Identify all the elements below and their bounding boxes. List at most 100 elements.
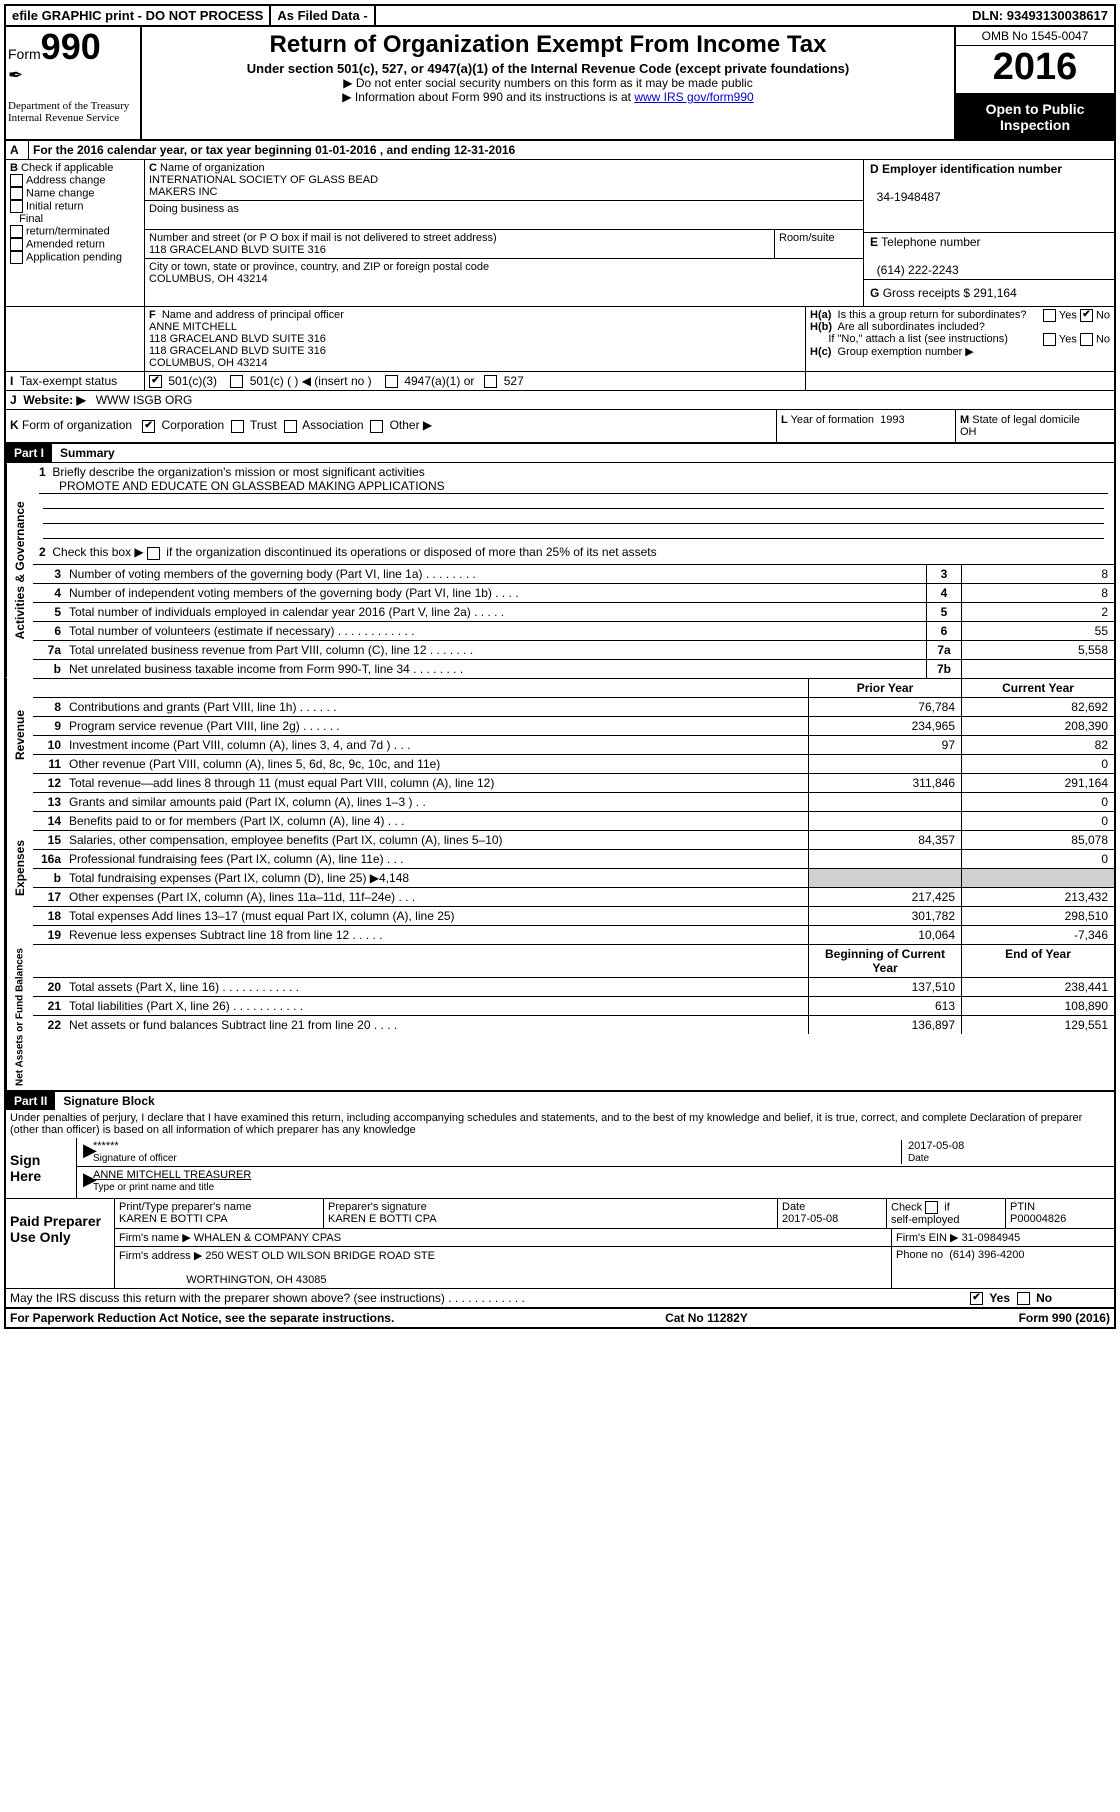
city-state-zip: COLUMBUS, OH 43214 bbox=[149, 273, 268, 285]
checkbox-hb-yes[interactable] bbox=[1043, 333, 1056, 346]
firm-addr-1: 250 WEST OLD WILSON BRIDGE ROAD STE bbox=[205, 1250, 435, 1262]
sign-here-label: Sign Here bbox=[6, 1138, 76, 1198]
irs-link[interactable]: www IRS gov/form990 bbox=[634, 90, 753, 104]
checkbox-527[interactable] bbox=[484, 375, 497, 388]
dept-treasury: Department of the Treasury bbox=[8, 100, 136, 112]
summary-line: 13Grants and similar amounts paid (Part … bbox=[33, 792, 1114, 811]
checkbox-ha-yes[interactable] bbox=[1043, 309, 1056, 322]
vert-label-ag: Activities & Governance bbox=[6, 463, 33, 677]
summary-line: 8Contributions and grants (Part VIII, li… bbox=[33, 697, 1114, 716]
checkbox-4947[interactable] bbox=[385, 375, 398, 388]
vert-label-expenses: Expenses bbox=[6, 792, 33, 944]
row-j: J Website: ▶ WWW ISGB ORG bbox=[4, 391, 1116, 410]
paid-preparer-block: Paid Preparer Use Only Print/Type prepar… bbox=[4, 1198, 1116, 1288]
firm-ein: 31-0984945 bbox=[962, 1232, 1021, 1244]
tax-year-range: For the 2016 calendar year, or tax year … bbox=[29, 141, 1114, 159]
checkbox-self-employed[interactable] bbox=[925, 1201, 938, 1214]
summary-line: 9Program service revenue (Part VIII, lin… bbox=[33, 716, 1114, 735]
section-f: F Name and address of principal officer … bbox=[145, 307, 806, 371]
ein: 34-1948487 bbox=[877, 190, 941, 204]
irs-discuss-row: May the IRS discuss this return with the… bbox=[4, 1288, 1116, 1308]
summary-line: 3Number of voting members of the governi… bbox=[33, 564, 1114, 583]
form-subtitle: Under section 501(c), 527, or 4947(a)(1)… bbox=[148, 61, 948, 76]
checkbox-initial[interactable] bbox=[10, 200, 23, 213]
checkbox-corp[interactable] bbox=[142, 420, 155, 433]
checkbox-other[interactable] bbox=[370, 420, 383, 433]
omb-number: OMB No 1545-0047 bbox=[956, 27, 1114, 46]
cat-no: Cat No 11282Y bbox=[665, 1311, 748, 1325]
checkbox-hb-no[interactable] bbox=[1080, 333, 1093, 346]
gross-receipts: 291,164 bbox=[973, 286, 1016, 300]
checkbox-trust[interactable] bbox=[231, 420, 244, 433]
net-assets-section: Net Assets or Fund Balances Beginning of… bbox=[4, 944, 1116, 1092]
summary-line: 18Total expenses Add lines 13–17 (must e… bbox=[33, 906, 1114, 925]
year-formation: 1993 bbox=[880, 414, 904, 426]
checkbox-501c3[interactable] bbox=[149, 375, 162, 388]
checkbox-app-pending[interactable] bbox=[10, 251, 23, 264]
summary-line: bTotal fundraising expenses (Part IX, co… bbox=[33, 868, 1114, 887]
as-filed-label: As Filed Data - bbox=[271, 6, 375, 25]
dln: DLN: 93493130038617 bbox=[966, 6, 1114, 25]
summary-line: bNet unrelated business taxable income f… bbox=[33, 659, 1114, 678]
checkbox-final[interactable] bbox=[10, 225, 23, 238]
checkbox-amended[interactable] bbox=[10, 238, 23, 251]
telephone: (614) 222-2243 bbox=[877, 263, 959, 277]
paid-preparer-label: Paid Preparer Use Only bbox=[6, 1199, 114, 1288]
section-c: C Name of organization INTERNATIONAL SOC… bbox=[145, 160, 864, 306]
summary-line: 4Number of independent voting members of… bbox=[33, 583, 1114, 602]
vert-label-net: Net Assets or Fund Balances bbox=[6, 944, 33, 1090]
section-h: H(a) Is this a group return for subordin… bbox=[806, 307, 1114, 371]
net-header: Beginning of Current Year End of Year bbox=[33, 944, 1114, 977]
checkbox-assoc[interactable] bbox=[284, 420, 297, 433]
signature-placeholder: ****** bbox=[93, 1140, 119, 1152]
irs-label: Internal Revenue Service bbox=[8, 112, 136, 124]
section-deg: D Employer identification number 34-1948… bbox=[864, 160, 1114, 306]
open-inspection: Open to Public Inspection bbox=[956, 95, 1114, 139]
summary-line: 21Total liabilities (Part X, line 26) . … bbox=[33, 996, 1114, 1015]
sign-here-block: Sign Here ▶ ****** Signature of officer … bbox=[4, 1138, 1116, 1198]
revenue-header: Prior Year Current Year bbox=[33, 678, 1114, 697]
room-suite-label: Room/suite bbox=[775, 230, 863, 258]
checkbox-ha-no[interactable] bbox=[1080, 309, 1093, 322]
org-name-2: MAKERS INC bbox=[149, 186, 217, 198]
summary-line: 6Total number of volunteers (estimate if… bbox=[33, 621, 1114, 640]
entity-info-row: B Check if applicable Address change Nam… bbox=[4, 160, 1116, 307]
paperwork-notice: For Paperwork Reduction Act Notice, see … bbox=[10, 1311, 394, 1325]
footer: For Paperwork Reduction Act Notice, see … bbox=[4, 1308, 1116, 1329]
part2-header: Part II Signature Block bbox=[4, 1092, 1116, 1110]
row-klm: K Form of organization Corporation Trust… bbox=[4, 410, 1116, 444]
form-header: Form990 ✒ Department of the Treasury Int… bbox=[4, 25, 1116, 141]
row-i: I Tax-exempt status 501(c)(3) 501(c) ( )… bbox=[4, 372, 1116, 391]
form-id-block: Form990 ✒ Department of the Treasury Int… bbox=[6, 27, 142, 139]
checkbox-501c[interactable] bbox=[230, 375, 243, 388]
street-address: 118 GRACELAND BLVD SUITE 316 bbox=[149, 244, 326, 256]
summary-line: 11Other revenue (Part VIII, column (A), … bbox=[33, 754, 1114, 773]
checkbox-addr-change[interactable] bbox=[10, 174, 23, 187]
checkbox-name-change[interactable] bbox=[10, 187, 23, 200]
row-a: A For the 2016 calendar year, or tax yea… bbox=[4, 141, 1116, 160]
summary-line: 20Total assets (Part X, line 16) . . . .… bbox=[33, 977, 1114, 996]
form-number: 990 bbox=[41, 26, 101, 67]
summary-line: 15Salaries, other compensation, employee… bbox=[33, 830, 1114, 849]
mission-text: PROMOTE AND EDUCATE ON GLASSBEAD MAKING … bbox=[39, 479, 1108, 494]
note-ssn: Do not enter social security numbers on … bbox=[356, 76, 753, 90]
part1-header: Part I Summary bbox=[4, 444, 1116, 463]
preparer-name: KAREN E BOTTI CPA bbox=[119, 1213, 228, 1225]
summary-line: 16aProfessional fundraising fees (Part I… bbox=[33, 849, 1114, 868]
firm-addr-2: WORTHINGTON, OH 43085 bbox=[186, 1274, 326, 1286]
summary-line: 12Total revenue—add lines 8 through 11 (… bbox=[33, 773, 1114, 792]
officer-name: ANNE MITCHELL bbox=[149, 321, 237, 333]
checkbox-discuss-no[interactable] bbox=[1017, 1292, 1030, 1305]
form-label: Form bbox=[8, 46, 41, 62]
form-ref: Form 990 (2016) bbox=[1019, 1311, 1110, 1325]
checkbox-discuss-yes[interactable] bbox=[970, 1292, 983, 1305]
tax-year: 2016 bbox=[956, 46, 1114, 95]
summary-line: 14Benefits paid to or for members (Part … bbox=[33, 811, 1114, 830]
org-name-1: INTERNATIONAL SOCIETY OF GLASS BEAD bbox=[149, 174, 378, 186]
perjury-statement: Under penalties of perjury, I declare th… bbox=[4, 1110, 1116, 1138]
form-title: Return of Organization Exempt From Incom… bbox=[148, 31, 948, 59]
state-domicile: OH bbox=[960, 426, 977, 438]
expenses-section: Expenses 13Grants and similar amounts pa… bbox=[4, 792, 1116, 944]
sign-date: 2017-05-08 bbox=[908, 1140, 964, 1152]
checkbox-discontinued[interactable] bbox=[147, 547, 160, 560]
